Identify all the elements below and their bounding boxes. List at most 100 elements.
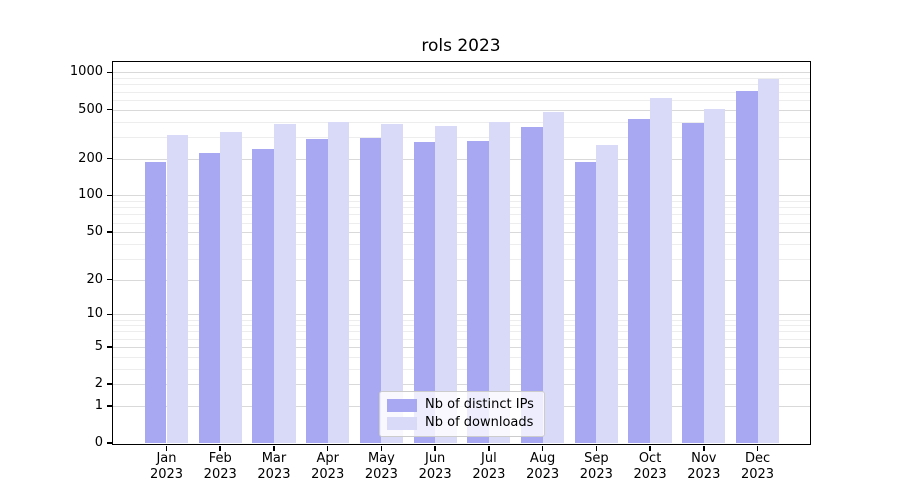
x-tick-label-sep: Sep 2023 <box>561 451 631 482</box>
gridline-minor <box>113 78 810 80</box>
gridline-minor <box>113 136 810 138</box>
x-tick-year: 2023 <box>526 466 560 482</box>
bar-distinct-ips-feb <box>198 152 221 443</box>
bar-downloads-may <box>381 124 403 443</box>
gridline-minor <box>113 84 810 86</box>
legend-label-distinct-ips: Nb of distinct IPs <box>425 397 534 412</box>
x-tick-label-aug: Aug 2023 <box>508 451 578 482</box>
x-tick-mark <box>595 445 598 451</box>
gridline-minor <box>113 368 810 370</box>
x-tick-month: Apr <box>316 451 339 466</box>
x-tick-mark <box>434 445 436 451</box>
bar-distinct-ips-dec <box>735 90 758 443</box>
y-tick-mark <box>107 108 112 111</box>
bar-distinct-ips-may <box>359 137 382 443</box>
bar-distinct-ips-aug <box>521 126 543 443</box>
bar-distinct-ips-nov <box>682 122 704 443</box>
x-tick-month: Jan <box>156 451 177 466</box>
gridline-minor <box>113 356 810 358</box>
bar-downloads-jul <box>488 121 511 443</box>
x-tick-label-feb: Feb 2023 <box>185 451 255 482</box>
x-tick-mark <box>488 445 490 451</box>
bar-downloads-nov <box>703 109 726 443</box>
x-tick-label-nov: Nov 2023 <box>669 451 739 482</box>
bar-distinct-ips-jan <box>144 162 167 443</box>
x-tick-year: 2023 <box>149 466 184 482</box>
x-tick-mark <box>326 445 329 451</box>
x-tick-month: Jun <box>424 451 446 466</box>
x-tick-mark <box>165 445 168 451</box>
bar-downloads-jan <box>166 135 189 443</box>
x-tick-year: 2023 <box>740 466 775 482</box>
gridline-minor <box>113 121 810 123</box>
gridline-major <box>113 72 810 74</box>
bar-downloads-aug <box>542 111 565 443</box>
y-tick-label: 5 <box>94 338 103 354</box>
gridline-minor <box>113 91 810 93</box>
bar-downloads-apr <box>327 121 350 443</box>
gridline-minor <box>113 319 810 321</box>
x-tick-mark <box>649 445 651 451</box>
x-tick-month: May <box>367 451 395 466</box>
y-tick-label: 1000 <box>69 64 103 80</box>
y-tick-label: 20 <box>86 271 103 287</box>
gridline-minor <box>113 338 810 340</box>
x-tick-label-dec: Dec 2023 <box>723 451 793 482</box>
bar-distinct-ips-jun <box>413 141 436 443</box>
bar-downloads-oct <box>650 97 672 443</box>
x-tick-mark <box>703 445 705 451</box>
y-tick-mark <box>107 278 112 281</box>
x-tick-month: Oct <box>638 451 662 466</box>
y-tick-label: 2 <box>94 376 103 392</box>
x-tick-label-jun: Jun 2023 <box>400 451 470 482</box>
y-tick-mark <box>107 194 112 197</box>
x-tick-label-oct: Oct 2023 <box>615 451 685 482</box>
axis-ticks-layer: 0 1 2 5 10 20 50 100 200 500 1000 Jan 2023 Feb 2023 Mar… <box>70 62 810 481</box>
bar-downloads-mar <box>273 123 296 443</box>
x-tick-month: Jul <box>481 451 497 466</box>
x-tick-mark <box>273 445 275 451</box>
gridline-major <box>113 109 810 111</box>
x-tick-mark <box>219 445 221 451</box>
x-tick-label-mar: Mar 2023 <box>239 451 309 482</box>
gridline-minor <box>113 325 810 327</box>
x-tick-year: 2023 <box>364 466 398 482</box>
gridline-major <box>113 384 810 386</box>
x-tick-year: 2023 <box>257 466 291 482</box>
x-tick-month: Aug <box>529 451 556 466</box>
x-tick-year: 2023 <box>633 466 667 482</box>
gridline-minor <box>113 99 810 101</box>
x-tick-label-apr: Apr 2023 <box>293 451 363 482</box>
y-tick-label: 500 <box>78 101 103 117</box>
x-tick-mark <box>541 445 544 451</box>
bar-downloads-dec <box>757 78 780 443</box>
gridline-major <box>113 195 810 197</box>
gridline-minor <box>113 258 810 260</box>
y-tick-label: 1 <box>94 397 103 413</box>
x-tick-year: 2023 <box>418 466 452 482</box>
x-tick-label-jan: Jan 2023 <box>132 451 202 482</box>
y-tick-mark <box>107 157 112 160</box>
gridline-major <box>113 314 810 316</box>
gridline-major <box>113 232 810 234</box>
plot-area: 0 1 2 5 10 20 50 100 200 500 1000 Jan 2023 Feb 2023 Mar… <box>70 61 811 482</box>
y-tick-label: 50 <box>86 224 103 240</box>
legend-swatch-downloads <box>387 416 417 430</box>
bar-distinct-ips-sep <box>574 162 597 443</box>
x-tick-month: Sep <box>584 451 609 466</box>
y-tick-mark <box>107 405 112 407</box>
x-tick-month: Feb <box>208 451 232 466</box>
x-tick-mark <box>756 445 759 451</box>
y-tick-mark <box>107 231 112 233</box>
legend-item-distinct-ips: Nb of distinct IPs <box>387 397 536 413</box>
gridline-minor <box>113 214 810 216</box>
y-tick-mark <box>107 442 112 444</box>
legend: Nb of distinct IPs Nb of downloads <box>379 391 545 437</box>
x-tick-year: 2023 <box>311 466 345 482</box>
x-tick-mark <box>380 445 383 451</box>
gridline-major <box>113 158 810 160</box>
bar-downloads-feb <box>220 131 242 443</box>
x-tick-label-jul: Jul 2023 <box>454 451 524 482</box>
gridline-major <box>113 279 810 281</box>
